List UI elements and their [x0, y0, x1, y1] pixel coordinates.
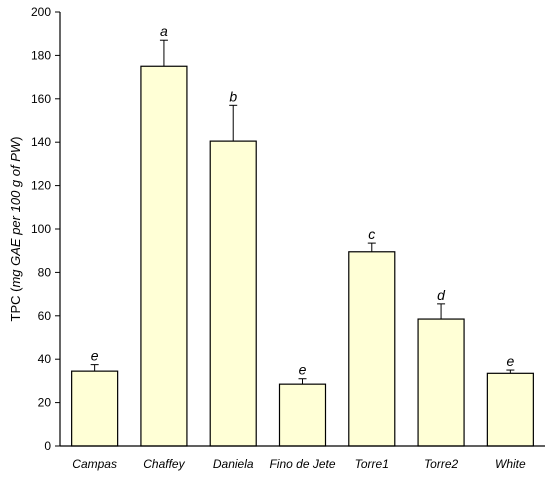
x-category-label: Fino de Jete	[269, 457, 335, 471]
significance-letter: c	[368, 226, 375, 242]
significance-letter: e	[506, 353, 514, 369]
y-tick-label: 60	[38, 309, 52, 323]
x-category-label: Torre2	[424, 457, 459, 471]
x-category-label: White	[495, 457, 526, 471]
y-tick-label: 200	[31, 5, 51, 19]
bar-chaffey	[140, 65, 188, 447]
bar-fino-de-jete	[278, 383, 327, 447]
significance-letter: d	[437, 287, 446, 303]
significance-letter: e	[91, 348, 99, 364]
bar-torre2	[417, 318, 465, 447]
x-category-label: Campas	[72, 457, 117, 471]
y-tick-label: 120	[31, 179, 51, 193]
y-tick-label: 40	[38, 352, 52, 366]
y-axis-title: TPC (mg GAE per 100 g of PW)	[8, 137, 23, 322]
significance-letter: e	[299, 362, 307, 378]
y-tick-label: 80	[38, 265, 52, 279]
bar-white	[486, 372, 534, 447]
y-tick-label: 180	[31, 48, 51, 62]
y-tick-label: 160	[31, 92, 51, 106]
y-tick-label: 0	[44, 439, 51, 453]
y-tick-label: 140	[31, 135, 51, 149]
x-category-label: Chaffey	[143, 457, 185, 471]
bar-campas	[71, 370, 119, 447]
y-axis-ticks: 0 20 40 60 80 100 120 140 160 180 200	[31, 5, 60, 453]
significance-letter: a	[160, 23, 168, 39]
x-category-label: Torre1	[355, 457, 389, 471]
y-tick-label: 20	[38, 396, 52, 410]
bars: e Campas a Chaffey b Daniela e Fino de Jete c Tor…	[71, 23, 534, 471]
bar-daniela	[209, 140, 257, 447]
y-tick-label: 100	[31, 222, 51, 236]
significance-letter: b	[229, 88, 237, 104]
bar-torre1	[348, 251, 396, 447]
x-category-label: Daniela	[213, 457, 254, 471]
